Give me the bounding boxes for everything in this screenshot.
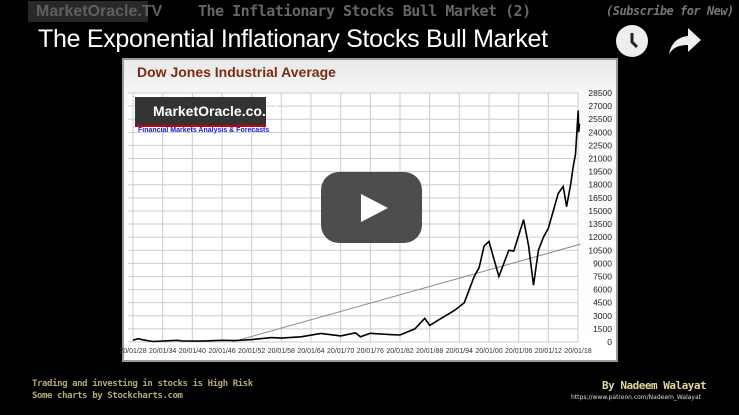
x-tick-label: 20/01/28 (119, 348, 146, 355)
y-tick-label: 18000 (588, 180, 612, 190)
x-tick-label: 20/01/88 (416, 348, 443, 355)
y-tick-label: 28500 (588, 88, 612, 98)
footer-risk-text: Trading and investing in stocks is High … (32, 379, 253, 389)
slide-logo: MarketOracle.TV (28, 1, 162, 22)
y-tick-label: 22500 (588, 140, 612, 150)
slide-title: The Inflationary Stocks Bull Market (2) (198, 2, 531, 20)
x-tick-label: 20/01/18 (564, 348, 591, 355)
x-tick-label: 20/01/82 (386, 348, 413, 355)
y-tick-label: 3000 (593, 311, 612, 321)
y-tick-label: 25500 (588, 114, 612, 124)
y-tick-label: 15000 (588, 206, 612, 216)
slide-logo-text: MarketOracle.TV (36, 3, 163, 20)
marketoracle-logo: MarketOracle.co.uk (135, 97, 282, 127)
y-tick-label: 21000 (588, 154, 612, 164)
video-title[interactable]: The Exponential Inflationary Stocks Bull… (38, 25, 548, 53)
author: By Nadeem Walayat (602, 379, 707, 392)
y-tick-label: 10500 (588, 245, 612, 255)
y-tick-label: 0 (607, 337, 612, 347)
youtube-play-icon[interactable] (321, 172, 422, 243)
x-tick-label: 20/01/52 (238, 348, 265, 355)
chart-title: Dow Jones Industrial Average (137, 64, 336, 80)
x-tick-label: 20/01/00 (475, 348, 502, 355)
y-tick-label: 1500 (593, 324, 612, 334)
y-tick-label: 19500 (588, 167, 612, 177)
x-tick-label: 20/01/64 (297, 348, 324, 355)
y-tick-label: 4500 (593, 298, 612, 308)
x-tick-label: 20/01/40 (179, 348, 206, 355)
x-tick-label: 20/01/58 (268, 348, 295, 355)
y-tick-label: 27000 (588, 101, 612, 111)
y-tick-label: 9000 (593, 258, 612, 268)
y-tick-label: 16500 (588, 193, 612, 203)
y-tick-label: 13500 (588, 219, 612, 229)
logo-tagline: Financial Markets Analysis & Forecasts (138, 127, 270, 134)
y-tick-label: 12000 (588, 232, 612, 242)
y-tick-label: 24000 (588, 127, 612, 137)
subscribe-text: (Subscribe for New) (606, 4, 734, 18)
x-tick-label: 20/01/34 (149, 348, 176, 355)
x-tick-label: 20/01/06 (505, 348, 532, 355)
logo-name: MarketOracle.co.uk (153, 103, 283, 119)
y-tick-label: 6000 (593, 285, 612, 295)
x-tick-label: 20/01/70 (327, 348, 354, 355)
trend-line (231, 243, 581, 343)
x-tick-label: 20/01/76 (357, 348, 384, 355)
x-tick-label: 20/01/46 (208, 348, 235, 355)
djia-series-line (132, 110, 581, 343)
clock-icon[interactable] (616, 25, 648, 57)
footer-charts-text: Some charts by Stockcharts.com (32, 391, 183, 401)
x-tick-label: 20/01/12 (535, 348, 562, 355)
y-tick-label: 7500 (593, 271, 612, 281)
share-arrow-icon[interactable] (668, 26, 702, 56)
author-url: https://www.patreon.com/Nadeem_Walayat (571, 394, 702, 401)
x-tick-label: 20/01/94 (446, 348, 473, 355)
